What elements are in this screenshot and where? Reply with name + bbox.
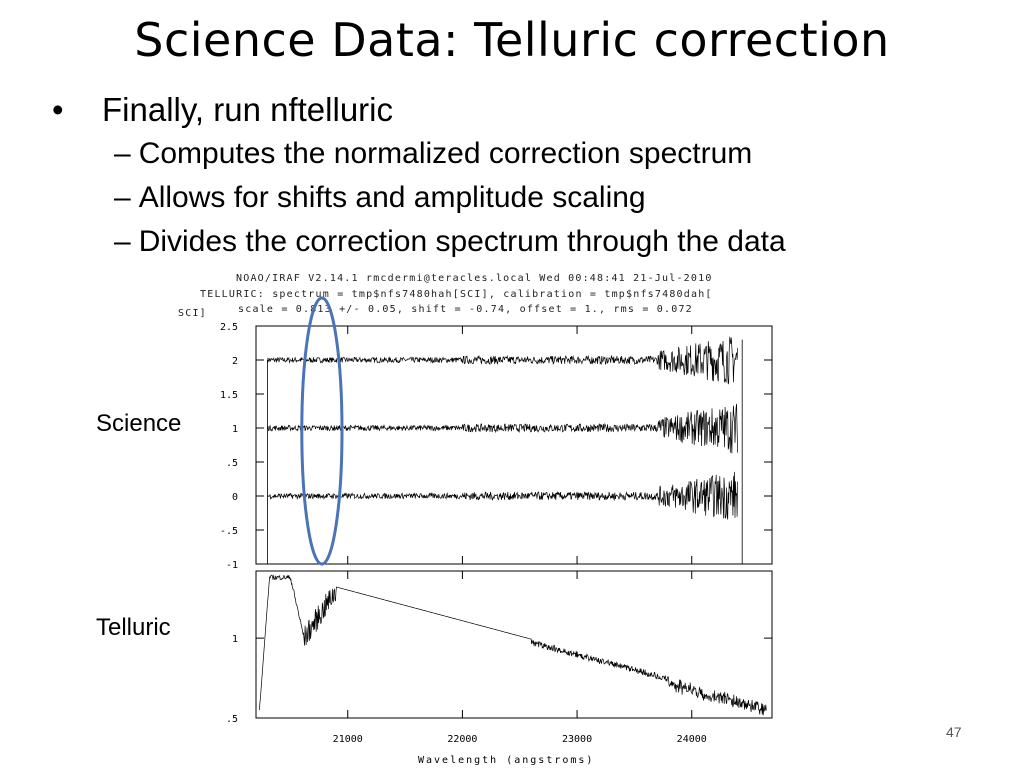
- header-line: NOAO/IRAF V2.14.1 rmcdermi@teracles.loca…: [236, 273, 713, 284]
- x-tick-label: 21000: [333, 734, 363, 745]
- bullet-main-text: Finally, run nftelluric: [102, 91, 393, 128]
- x-axis: 21000 22000 23000 24000: [333, 326, 707, 745]
- y-tick-label: 2.5: [220, 322, 238, 333]
- y-tick-label: .5: [226, 458, 238, 469]
- sub-bullet: – Computes the normalized correction spec…: [50, 132, 1010, 176]
- sub-bullet: – Divides the correction spectrum through…: [50, 220, 1010, 264]
- y-tick-label: 0: [232, 492, 238, 503]
- y-tick-label: 1: [232, 424, 238, 435]
- highlight-ellipse: [300, 296, 344, 566]
- science-series-group: [267, 336, 743, 564]
- sub-bullet-text: Computes the normalized correction spect…: [138, 137, 753, 170]
- x-tick-label: 22000: [447, 734, 477, 745]
- science-panel-frame: [255, 325, 773, 565]
- sub-bullet-dash: –: [114, 181, 131, 214]
- slide-title: Science Data: Telluric correction: [134, 13, 890, 67]
- science-label: Science: [96, 410, 182, 437]
- telluric-spectrum-line: [259, 574, 767, 716]
- y-tick-label: 1: [232, 634, 238, 645]
- header-line: SCI]: [178, 308, 207, 319]
- telluric-label: Telluric: [96, 614, 171, 641]
- page-number: 47: [946, 724, 962, 740]
- y-tick-label: 1.5: [220, 390, 238, 401]
- x-tick-label: 23000: [562, 734, 592, 745]
- bullet-main: • Finally, run nftelluric: [50, 88, 1010, 132]
- y-tick-label: .5: [226, 714, 238, 725]
- x-axis-label: Wavelength (angstroms): [418, 755, 594, 766]
- y-tick-label: 2: [232, 356, 238, 367]
- iraf-figure: Science Telluric NOAO/IRAF V2.14.1 rmcde…: [0, 264, 1024, 768]
- y-tick-label: -1: [226, 560, 238, 571]
- science-spectrum-line: [267, 471, 738, 520]
- sub-bullet: – Allows for shifts and amplitude scaling: [50, 176, 1010, 220]
- y-tick-label: -.5: [220, 526, 238, 537]
- header-line: TELLURIC: spectrum = tmp$nfs7480hah[SCI]…: [200, 289, 713, 300]
- x-tick-label: 24000: [677, 734, 707, 745]
- telluric-panel-frame: [255, 570, 773, 719]
- sub-bullet-text: Allows for shifts and amplitude scaling: [138, 181, 646, 214]
- iraf-plot: NOAO/IRAF V2.14.1 rmcdermi@teracles.loca…: [178, 273, 773, 766]
- plot-header: NOAO/IRAF V2.14.1 rmcdermi@teracles.loca…: [178, 273, 713, 319]
- bullet-dot: •: [52, 91, 64, 128]
- science-spectrum-edge: [267, 339, 743, 564]
- science-spectrum-line: [267, 336, 738, 385]
- bullet-list: • Finally, run nftelluric – Computes the …: [50, 88, 1010, 264]
- telluric-y-axis: 1.5: [226, 634, 772, 725]
- header-line: scale = 0.813 +/- 0.05, shift = -0.74, o…: [238, 304, 693, 315]
- science-spectrum-line: [267, 403, 738, 454]
- telluric-series-group: [259, 574, 767, 716]
- science-y-axis: 2.521.51.50-.5-1: [220, 322, 772, 571]
- sub-bullet-text: Divides the correction spectrum through …: [138, 225, 786, 258]
- sub-bullet-dash: –: [114, 137, 131, 170]
- sub-bullet-dash: –: [114, 225, 131, 258]
